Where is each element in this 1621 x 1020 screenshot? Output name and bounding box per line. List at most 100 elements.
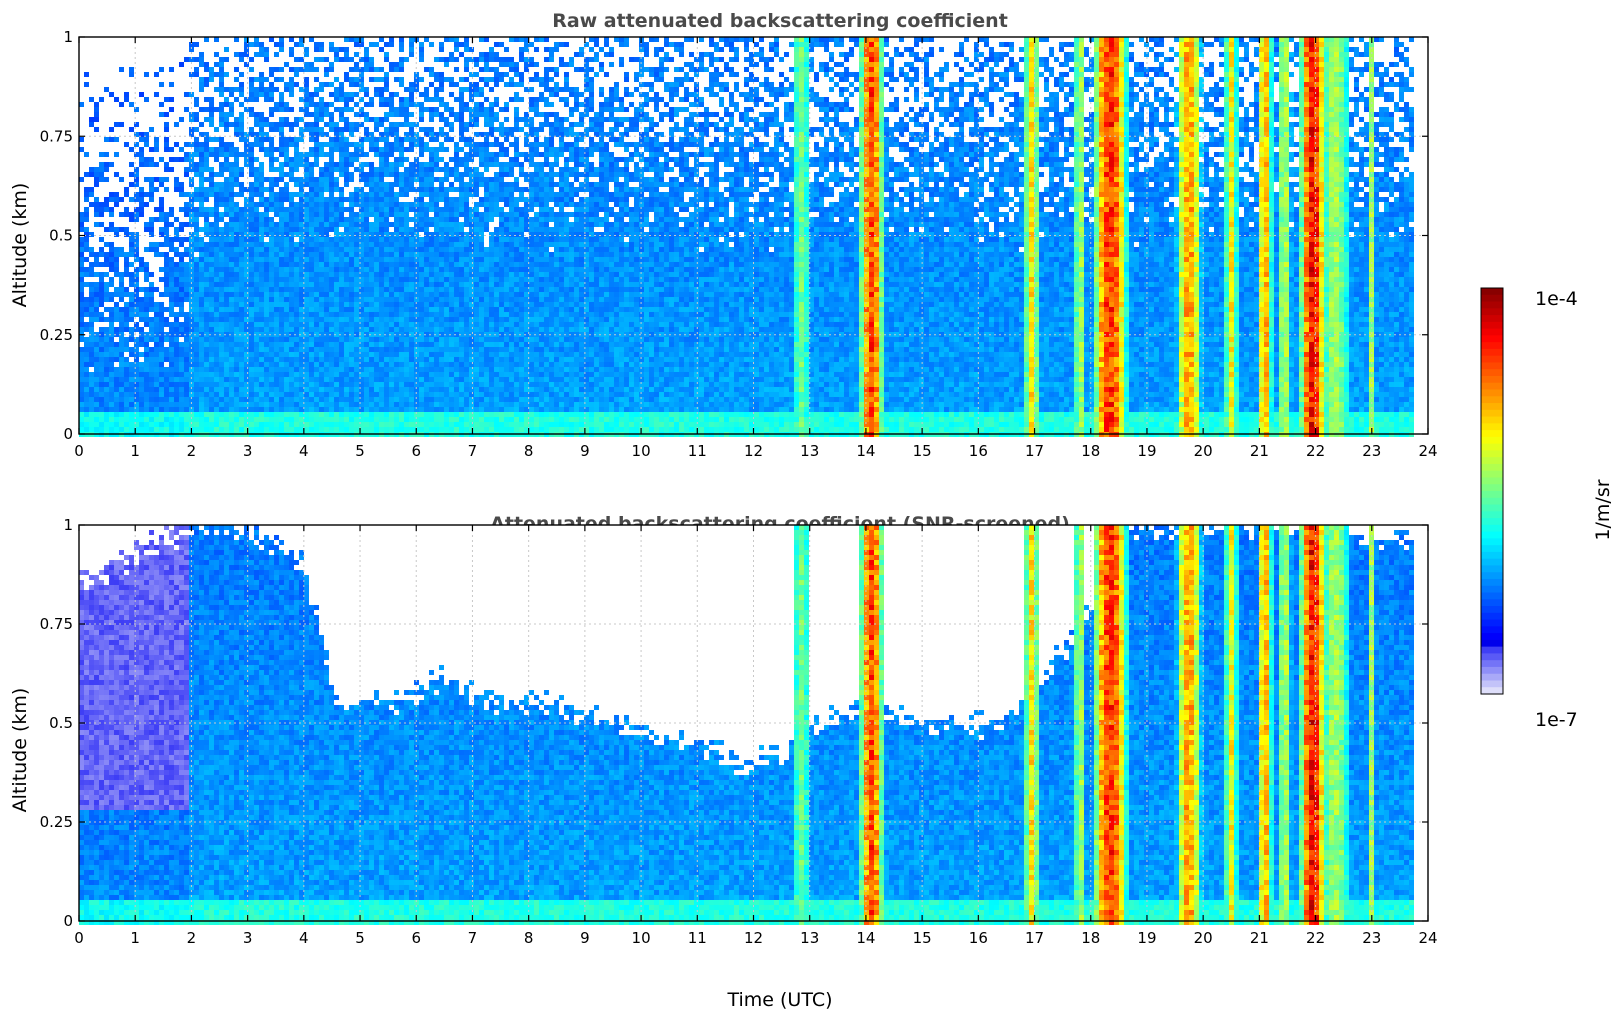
colorbar-step <box>1481 464 1503 471</box>
x-tick-label: 2 <box>187 442 197 460</box>
x-tick-label: 11 <box>688 929 707 947</box>
colorbar-step <box>1481 417 1503 424</box>
x-tick-label: 1 <box>130 442 140 460</box>
x-tick-label: 4 <box>299 929 309 947</box>
x-tick-label: 15 <box>913 929 932 947</box>
colorbar-step <box>1481 505 1503 512</box>
colorbar-step <box>1481 559 1503 566</box>
colorbar-step <box>1481 620 1503 627</box>
colorbar-step <box>1481 295 1503 302</box>
colorbar-step <box>1481 626 1503 633</box>
colorbar-step <box>1481 403 1503 410</box>
x-tick-label: 12 <box>744 929 763 947</box>
x-tick-label: 3 <box>243 442 253 460</box>
heatmap-cells <box>79 37 1414 437</box>
colorbar-step <box>1481 383 1503 390</box>
colorbar-step <box>1481 613 1503 620</box>
colorbar-step <box>1481 308 1503 315</box>
colorbar-step <box>1481 586 1503 593</box>
colorbar-step <box>1481 322 1503 329</box>
x-tick-label: 13 <box>800 929 819 947</box>
x-tick-label: 7 <box>468 929 478 947</box>
colorbar-step <box>1481 565 1503 572</box>
x-tick-label: 22 <box>1306 442 1325 460</box>
x-tick-label: 5 <box>355 442 365 460</box>
x-tick-label: 14 <box>856 442 875 460</box>
figure: Raw attenuated backscattering coefficien… <box>0 0 1621 1020</box>
colorbar-unit-label: 1/m/sr <box>1592 479 1614 540</box>
colorbar-step <box>1481 335 1503 342</box>
x-tick-label: 18 <box>1081 929 1100 947</box>
colorbar-step <box>1481 390 1503 397</box>
colorbar-step <box>1481 660 1503 667</box>
x-tick-label: 19 <box>1137 442 1156 460</box>
colorbar-step <box>1481 599 1503 606</box>
x-tick-label: 18 <box>1081 442 1100 460</box>
colorbar-step <box>1481 653 1503 660</box>
colorbar-max-label: 1e-4 <box>1535 288 1578 310</box>
colorbar-step <box>1481 484 1503 491</box>
colorbar-step <box>1481 450 1503 457</box>
colorbar-step <box>1481 423 1503 430</box>
panel-bottom: Attenuated backscattering coefficient (S… <box>9 513 1438 1011</box>
y-tick-label: 1 <box>63 28 73 46</box>
x-tick-label: 21 <box>1250 929 1269 947</box>
colorbar-step <box>1481 680 1503 687</box>
panel-bottom-ylabel: Altitude (km) <box>9 688 31 813</box>
x-tick-label: 6 <box>411 929 421 947</box>
x-tick-label: 24 <box>1418 929 1437 947</box>
colorbar-step <box>1481 498 1503 505</box>
x-tick-label: 1 <box>130 929 140 947</box>
colorbar-step <box>1481 633 1503 640</box>
panel-bottom-xlabel: Time (UTC) <box>726 989 832 1011</box>
x-tick-label: 8 <box>524 442 534 460</box>
y-tick-label: 0.5 <box>49 227 73 245</box>
colorbar: 1e-4 1e-7 1/m/sr <box>1481 288 1614 731</box>
colorbar-step <box>1481 369 1503 376</box>
x-tick-label: 2 <box>187 929 197 947</box>
x-tick-label: 20 <box>1194 929 1213 947</box>
colorbar-step <box>1481 572 1503 579</box>
x-tick-label: 23 <box>1362 929 1381 947</box>
x-tick-label: 3 <box>243 929 253 947</box>
x-tick-label: 6 <box>411 442 421 460</box>
x-tick-label: 10 <box>632 442 651 460</box>
x-tick-label: 5 <box>355 929 365 947</box>
y-tick-label: 0 <box>63 425 73 443</box>
x-tick-label: 9 <box>580 929 590 947</box>
colorbar-step <box>1481 410 1503 417</box>
x-tick-label: 16 <box>969 929 988 947</box>
colorbar-step <box>1481 437 1503 444</box>
colorbar-step <box>1481 430 1503 437</box>
x-tick-label: 11 <box>688 442 707 460</box>
colorbar-step <box>1481 444 1503 451</box>
colorbar-step <box>1481 477 1503 484</box>
x-tick-label: 16 <box>969 442 988 460</box>
x-tick-label: 22 <box>1306 929 1325 947</box>
colorbar-step <box>1481 579 1503 586</box>
y-tick-label: 0.25 <box>40 813 73 831</box>
x-tick-label: 20 <box>1194 442 1213 460</box>
colorbar-step <box>1481 511 1503 518</box>
colorbar-step <box>1481 491 1503 498</box>
y-tick-label: 0.25 <box>40 326 73 344</box>
colorbar-step <box>1481 525 1503 532</box>
colorbar-step <box>1481 356 1503 363</box>
colorbar-step <box>1481 342 1503 349</box>
x-tick-label: 0 <box>74 442 84 460</box>
panel-top: Raw attenuated backscattering coefficien… <box>9 10 1438 460</box>
x-tick-label: 4 <box>299 442 309 460</box>
x-tick-label: 8 <box>524 929 534 947</box>
colorbar-step <box>1481 606 1503 613</box>
panel-top-ylabel: Altitude (km) <box>9 183 31 308</box>
x-tick-label: 12 <box>744 442 763 460</box>
colorbar-step <box>1481 532 1503 539</box>
colorbar-step <box>1481 288 1503 295</box>
x-tick-label: 21 <box>1250 442 1269 460</box>
colorbar-step <box>1481 457 1503 464</box>
colorbar-step <box>1481 471 1503 478</box>
colorbar-step <box>1481 362 1503 369</box>
colorbar-step <box>1481 667 1503 674</box>
colorbar-step <box>1481 674 1503 681</box>
colorbar-step <box>1481 315 1503 322</box>
